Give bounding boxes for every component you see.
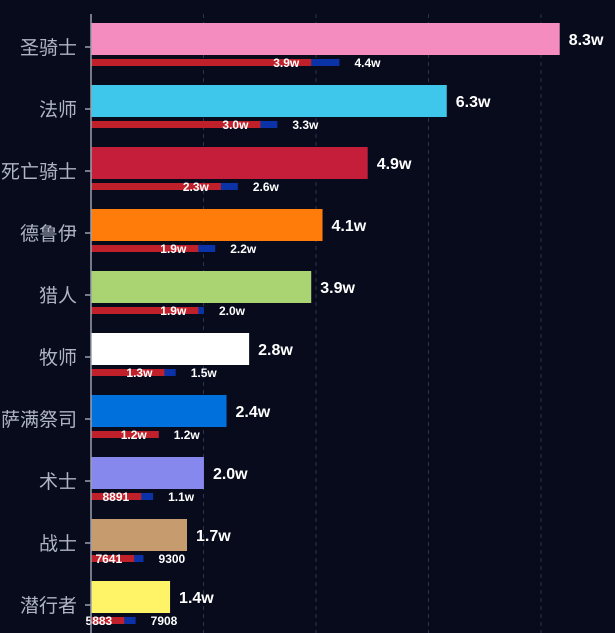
category-label: 潜行者 (20, 595, 77, 617)
red-value-label: 3.0w (222, 118, 249, 132)
bar-total-7 (91, 457, 204, 489)
total-value-label: 4.9w (377, 156, 412, 173)
category-label: 牧师 (39, 347, 77, 369)
blue-value-label: 2.6w (253, 180, 280, 194)
red-value-label: 3.9w (273, 56, 300, 70)
bar-red-1 (91, 121, 261, 128)
red-value-label: 7641 (95, 552, 122, 566)
bar-total-6 (91, 395, 227, 427)
total-value-label: 2.0w (213, 466, 248, 483)
bar-red-7 (91, 493, 142, 500)
grid-layer (85, 14, 542, 633)
blue-value-label: 2.2w (230, 242, 257, 256)
bar-red-3 (91, 245, 199, 252)
blue-value-label: 1.5w (191, 366, 218, 380)
red-value-label: 1.2w (121, 428, 148, 442)
red-value-label: 2.3w (183, 180, 210, 194)
category-label: 战士 (39, 533, 77, 555)
blue-value-label: 2.0w (219, 304, 246, 318)
blue-value-label: 9300 (159, 552, 186, 566)
total-value-label: 2.4w (236, 404, 271, 421)
total-value-label: 8.3w (569, 32, 604, 49)
red-value-label: 1.9w (160, 304, 187, 318)
category-label: 术士 (39, 471, 77, 493)
bar-red-5 (91, 369, 165, 376)
red-value-label: 1.9w (160, 242, 187, 256)
total-value-label: 4.1w (332, 218, 367, 235)
bar-total-8 (91, 519, 187, 551)
total-value-label: 1.4w (179, 590, 214, 607)
bar-total-1 (91, 85, 447, 117)
bar-total-9 (91, 581, 171, 613)
red-value-label: 8891 (103, 490, 130, 504)
bars-layer (91, 23, 560, 624)
category-label: 萨满祭司 (1, 409, 77, 431)
bar-red-8 (91, 555, 135, 562)
bar-total-0 (91, 23, 560, 55)
bar-red-6 (91, 431, 159, 438)
total-value-label: 6.3w (456, 94, 491, 111)
category-label: 法师 (39, 99, 77, 121)
blue-value-label: 1.1w (168, 490, 195, 504)
blue-value-label: 1.2w (174, 428, 201, 442)
bar-total-3 (91, 209, 323, 241)
category-label: 死亡骑士 (1, 161, 77, 183)
labels-layer: 圣骑士 8.3w 3.9w 4.4w 法师 6.3w 3.0w 3.3w 死亡骑士 4.9w 2.3… (1, 32, 604, 628)
bar-red-2 (91, 183, 221, 190)
blue-value-label: 3.3w (292, 118, 319, 132)
total-value-label: 1.7w (196, 528, 231, 545)
category-label: 德鲁伊 (20, 223, 77, 245)
bar-red-9 (91, 617, 125, 624)
category-label: 猎人 (39, 285, 77, 307)
bar-total-2 (91, 147, 368, 179)
red-value-label: 5883 (86, 614, 113, 628)
category-label: 圣骑士 (20, 37, 77, 59)
blue-value-label: 7908 (151, 614, 178, 628)
total-value-label: 3.9w (320, 280, 355, 297)
blue-value-label: 4.4w (354, 56, 381, 70)
bar-red-0 (91, 59, 312, 66)
bar-total-5 (91, 333, 250, 365)
bar-red-4 (91, 307, 199, 314)
red-value-label: 1.3w (126, 366, 153, 380)
total-value-label: 2.8w (258, 342, 293, 359)
bar-total-4 (91, 271, 312, 303)
